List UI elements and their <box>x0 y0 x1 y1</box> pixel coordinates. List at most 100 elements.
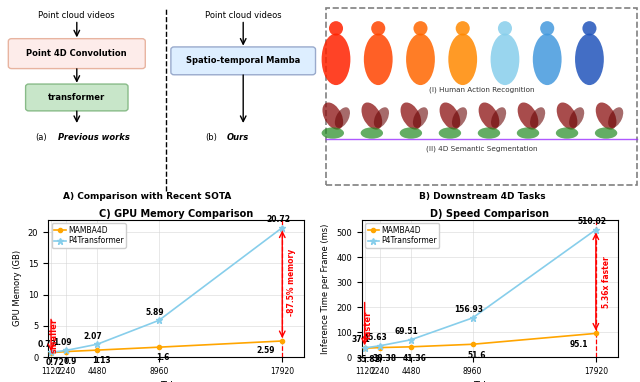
Text: 51.6: 51.6 <box>467 351 486 360</box>
Y-axis label: Inference Time per Frame (ms): Inference Time per Frame (ms) <box>321 223 330 354</box>
Ellipse shape <box>540 21 554 36</box>
P4Transformer <box>468 316 476 320</box>
Line: P4Transformer: P4Transformer <box>47 224 285 356</box>
Text: 69.51: 69.51 <box>395 327 419 336</box>
Text: -87.5% memory: -87.5% memory <box>287 249 296 316</box>
Text: 37.1: 37.1 <box>351 335 370 344</box>
Text: 0.72: 0.72 <box>46 358 65 367</box>
Ellipse shape <box>556 127 579 139</box>
Line: MAMBA4D: MAMBA4D <box>362 331 598 350</box>
Ellipse shape <box>491 34 520 85</box>
Text: Previous works: Previous works <box>58 133 129 142</box>
Ellipse shape <box>533 34 562 85</box>
Ellipse shape <box>517 127 540 139</box>
Text: 1.09: 1.09 <box>53 338 72 347</box>
MAMBA4D <box>278 339 286 343</box>
Ellipse shape <box>596 102 616 129</box>
Text: B) Downstream 4D Tasks: B) Downstream 4D Tasks <box>419 192 545 201</box>
MAMBA4D <box>361 346 369 351</box>
P4Transformer <box>376 343 384 348</box>
Text: 38.38: 38.38 <box>372 354 396 363</box>
Text: 156.93: 156.93 <box>454 305 483 314</box>
Ellipse shape <box>323 102 343 129</box>
MAMBA4D <box>376 345 384 350</box>
Legend: MAMBA4D, P4Transformer: MAMBA4D, P4Transformer <box>365 223 440 248</box>
Text: 35.82: 35.82 <box>357 355 381 364</box>
Text: A) Comparison with Recent SOTA: A) Comparison with Recent SOTA <box>63 192 232 201</box>
Text: 20.72: 20.72 <box>266 215 290 224</box>
Text: Spatio-temporal Mamba: Spatio-temporal Mamba <box>186 57 300 65</box>
Ellipse shape <box>329 21 343 36</box>
Text: 1.13: 1.13 <box>92 356 111 364</box>
P4Transformer <box>278 225 286 230</box>
Ellipse shape <box>452 107 467 128</box>
Ellipse shape <box>530 107 545 128</box>
FancyBboxPatch shape <box>171 47 316 75</box>
Text: 1.6: 1.6 <box>156 353 170 362</box>
Ellipse shape <box>335 107 350 128</box>
Text: 2.59: 2.59 <box>257 346 275 356</box>
Text: 0.9: 0.9 <box>64 357 77 366</box>
Text: Point cloud videos: Point cloud videos <box>38 11 115 20</box>
MAMBA4D <box>93 348 101 353</box>
Title: C) GPU Memory Comparison: C) GPU Memory Comparison <box>99 209 253 219</box>
Ellipse shape <box>518 102 538 129</box>
Bar <box>326 8 637 185</box>
Ellipse shape <box>401 102 421 129</box>
P4Transformer <box>592 227 600 232</box>
Text: faster: faster <box>364 311 373 339</box>
Y-axis label: GPU Memory (GB): GPU Memory (GB) <box>13 250 22 327</box>
P4Transformer <box>407 338 415 342</box>
Ellipse shape <box>608 107 623 128</box>
Ellipse shape <box>399 127 422 139</box>
Ellipse shape <box>371 21 385 36</box>
Text: 41.36: 41.36 <box>403 354 427 363</box>
Legend: MAMBA4D, P4Transformer: MAMBA4D, P4Transformer <box>52 223 126 248</box>
Ellipse shape <box>362 102 382 129</box>
FancyBboxPatch shape <box>26 84 128 111</box>
Ellipse shape <box>322 127 344 139</box>
Ellipse shape <box>479 102 499 129</box>
Text: Ours: Ours <box>227 133 250 142</box>
MAMBA4D <box>155 345 163 350</box>
MAMBA4D <box>47 350 55 355</box>
Ellipse shape <box>491 107 506 128</box>
Ellipse shape <box>406 34 435 85</box>
Text: transformer: transformer <box>48 93 106 102</box>
Text: 95.1: 95.1 <box>570 340 588 349</box>
Ellipse shape <box>456 21 470 36</box>
Ellipse shape <box>557 102 577 129</box>
MAMBA4D <box>592 331 600 336</box>
P4Transformer <box>155 318 163 323</box>
Ellipse shape <box>569 107 584 128</box>
Text: 0.77: 0.77 <box>37 340 56 349</box>
Ellipse shape <box>322 34 351 85</box>
Text: (b): (b) <box>205 133 217 142</box>
Ellipse shape <box>478 127 500 139</box>
Text: Point 4D Convolution: Point 4D Convolution <box>26 49 127 58</box>
P4Transformer <box>63 348 70 353</box>
Ellipse shape <box>361 127 383 139</box>
Ellipse shape <box>439 127 461 139</box>
Text: 5.36x faster: 5.36x faster <box>602 256 611 308</box>
Ellipse shape <box>595 127 617 139</box>
P4Transformer <box>361 346 369 350</box>
Ellipse shape <box>413 21 428 36</box>
Text: (I) Human Action Recognition: (I) Human Action Recognition <box>429 87 534 93</box>
Text: 5.89: 5.89 <box>145 308 164 317</box>
Text: (a): (a) <box>35 133 47 142</box>
Text: smaller: smaller <box>50 318 59 353</box>
Line: P4Transformer: P4Transformer <box>361 226 599 351</box>
Ellipse shape <box>498 21 512 36</box>
Ellipse shape <box>374 107 389 128</box>
Text: 45.63: 45.63 <box>364 333 388 342</box>
MAMBA4D <box>63 349 70 354</box>
MAMBA4D <box>407 345 415 349</box>
P4Transformer <box>47 350 55 354</box>
Title: D) Speed Comparison: D) Speed Comparison <box>430 209 549 219</box>
Ellipse shape <box>413 107 428 128</box>
P4Transformer <box>93 342 101 346</box>
MAMBA4D <box>468 342 476 346</box>
Line: MAMBA4D: MAMBA4D <box>49 339 284 355</box>
Text: (II) 4D Semantic Segmentation: (II) 4D Semantic Segmentation <box>426 146 538 152</box>
